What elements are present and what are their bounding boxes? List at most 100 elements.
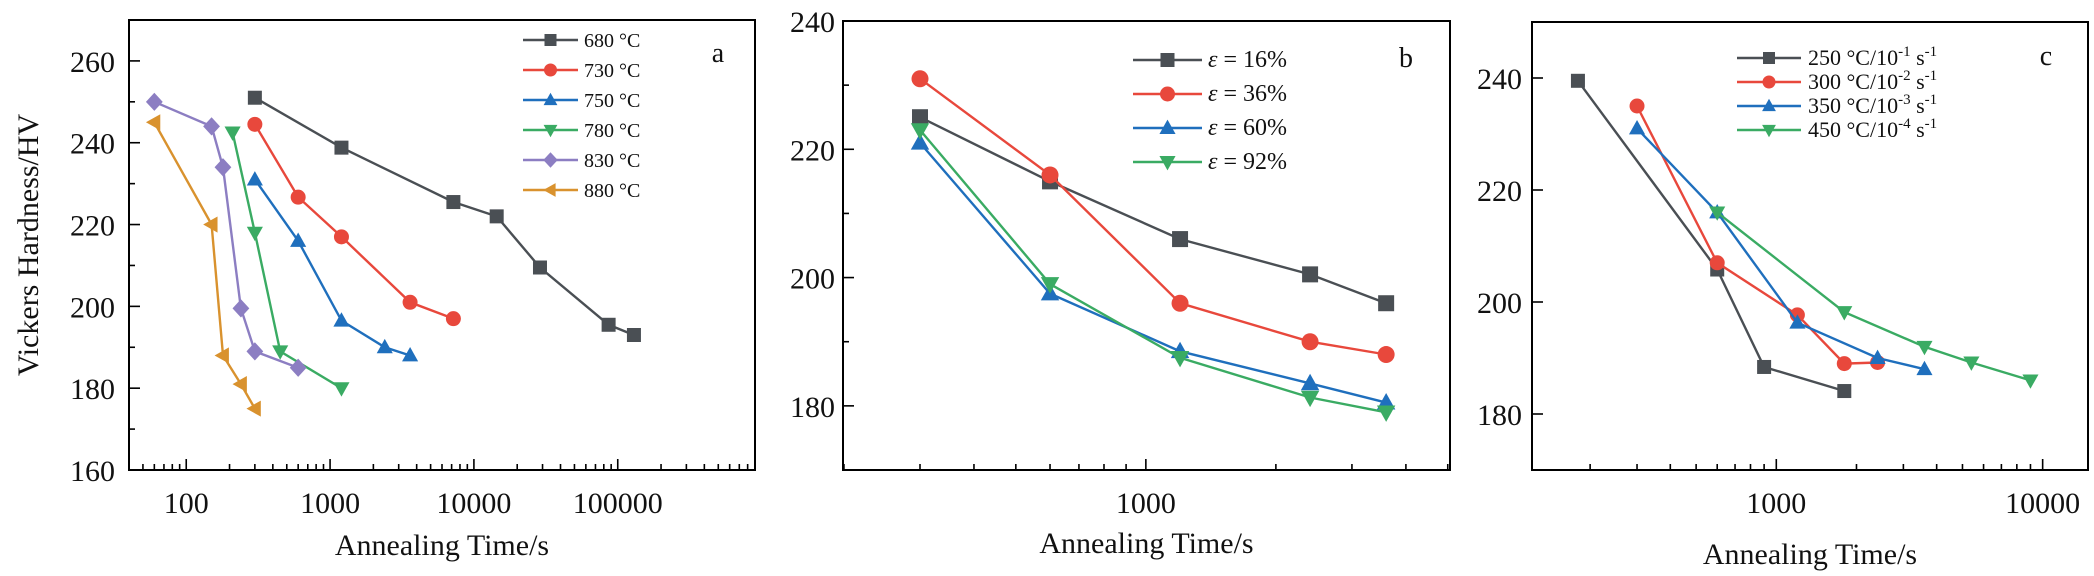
- legend-text-part: 250 °C/10: [1808, 45, 1898, 70]
- y-tick-label: 160: [70, 455, 115, 488]
- epsilon-symbol: ε: [1208, 81, 1218, 107]
- series-4: [910, 123, 1396, 422]
- legend-label: ε = 60%: [1208, 115, 1287, 141]
- epsilon-symbol: ε: [1208, 115, 1218, 141]
- legend-superscript: -1: [1925, 68, 1938, 84]
- legend-label: 880 °C: [584, 180, 640, 202]
- data-point: [1172, 231, 1189, 248]
- legend-superscript: -2: [1898, 68, 1911, 84]
- series-6: [145, 114, 261, 417]
- series-line: [919, 77, 1387, 356]
- legend-label: 680 °C: [584, 30, 640, 52]
- legend-item: ε = 36%: [1133, 81, 1287, 107]
- data-point: [333, 312, 350, 327]
- x-tick-label: 1000: [1116, 487, 1176, 520]
- panel-b-chart: 180 200 220 240 1000 Annealing Time/s b ε = 16%…: [790, 6, 1451, 560]
- series-4: [224, 126, 350, 397]
- y-tick-label: 240: [70, 128, 115, 161]
- data-point: [402, 294, 418, 310]
- legend-marker: [543, 152, 558, 168]
- legend-item: 880 °C: [523, 180, 640, 202]
- data-point: [1301, 333, 1319, 351]
- legend-text-part: 300 °C/10: [1808, 69, 1898, 94]
- legend-item: ε = 16%: [1133, 47, 1287, 73]
- data-point: [334, 140, 349, 155]
- data-point: [446, 195, 461, 210]
- series-2: [247, 116, 461, 327]
- series-line: [253, 178, 411, 357]
- legend-marker: [544, 63, 557, 77]
- data-point: [145, 114, 161, 131]
- plot-frame: [1531, 21, 2089, 471]
- data-point: [289, 358, 307, 377]
- legend-marker: [543, 183, 556, 197]
- y-tick-label: 180: [1477, 399, 1522, 432]
- x-tick-label: 10000: [436, 487, 511, 520]
- series-line: [153, 100, 299, 369]
- legend-item: ε = 60%: [1133, 115, 1287, 141]
- series-1: [912, 109, 1395, 312]
- series-2: [911, 70, 1395, 364]
- data-point: [1789, 314, 1806, 329]
- y-tick-label: 200: [790, 263, 835, 296]
- legend-item: 730 °C: [523, 60, 640, 82]
- legend-label: ε = 36%: [1208, 81, 1287, 107]
- legend-label: 730 °C: [584, 60, 640, 82]
- data-point: [246, 400, 261, 417]
- legend-superscript: -1: [1925, 92, 1938, 108]
- legend-item: ε = 92%: [1133, 149, 1287, 175]
- data-point: [1376, 405, 1396, 422]
- data-point: [224, 126, 241, 141]
- data-point: [1171, 294, 1189, 312]
- y-tick-label: 240: [790, 6, 835, 39]
- y-tick-label: 200: [70, 291, 115, 324]
- x-axis-title: Annealing Time/s: [335, 529, 549, 562]
- legend-marker: [543, 92, 558, 106]
- y-tick-label: 220: [790, 134, 835, 167]
- data-point: [910, 133, 930, 150]
- y-tick-label: 220: [1477, 175, 1522, 208]
- x-tick-label: 100: [164, 487, 209, 520]
- data-point: [1300, 390, 1320, 408]
- y-tick-label: 260: [70, 46, 115, 79]
- data-point: [1628, 120, 1646, 135]
- legend-item: 830 °C: [523, 150, 640, 172]
- series-3: [910, 133, 1396, 410]
- legend-text-part: 350 °C/10: [1808, 93, 1898, 118]
- legend-label: 830 °C: [584, 150, 640, 172]
- data-point: [1629, 98, 1645, 114]
- series-3: [246, 171, 419, 362]
- legend-label: ε = 16%: [1208, 47, 1287, 73]
- data-point: [445, 311, 461, 327]
- legend-label: ε = 92%: [1208, 149, 1287, 175]
- y-tick-label: 240: [1477, 63, 1522, 96]
- legend-text-part: = 60%: [1217, 115, 1287, 141]
- data-point: [214, 347, 229, 364]
- legend-text-part: 450 °C/10: [1808, 117, 1898, 142]
- data-point: [1709, 255, 1725, 271]
- legend-item: 450 °C/10-4 s-1: [1737, 116, 1937, 142]
- legend-marker: [544, 34, 557, 46]
- legend-label: 350 °C/10-3 s-1: [1808, 92, 1937, 118]
- panel-c-chart: 180 200 220 240 1000 10000 Annealing Time/s c 25…: [1477, 21, 2089, 571]
- x-tick-label: 1000: [300, 487, 360, 520]
- legend-text-part: s: [1911, 69, 1925, 94]
- y-tick-label: 180: [70, 373, 115, 406]
- legend-item: 750 °C: [523, 90, 640, 112]
- legend-label: 750 °C: [584, 90, 640, 112]
- data-point: [376, 338, 393, 354]
- data-point: [247, 116, 263, 132]
- series-1: [247, 90, 641, 342]
- legend-marker: [1159, 119, 1176, 134]
- data-point: [489, 209, 504, 224]
- data-point: [2022, 374, 2039, 389]
- data-point: [246, 226, 263, 242]
- data-point: [246, 342, 264, 361]
- data-point: [1378, 295, 1395, 312]
- x-tick-label: 1000: [1746, 487, 1806, 520]
- legend-text-part: = 16%: [1217, 47, 1287, 73]
- legend-superscript: -4: [1898, 116, 1911, 132]
- data-point: [246, 171, 263, 186]
- legend-superscript: -1: [1925, 116, 1938, 132]
